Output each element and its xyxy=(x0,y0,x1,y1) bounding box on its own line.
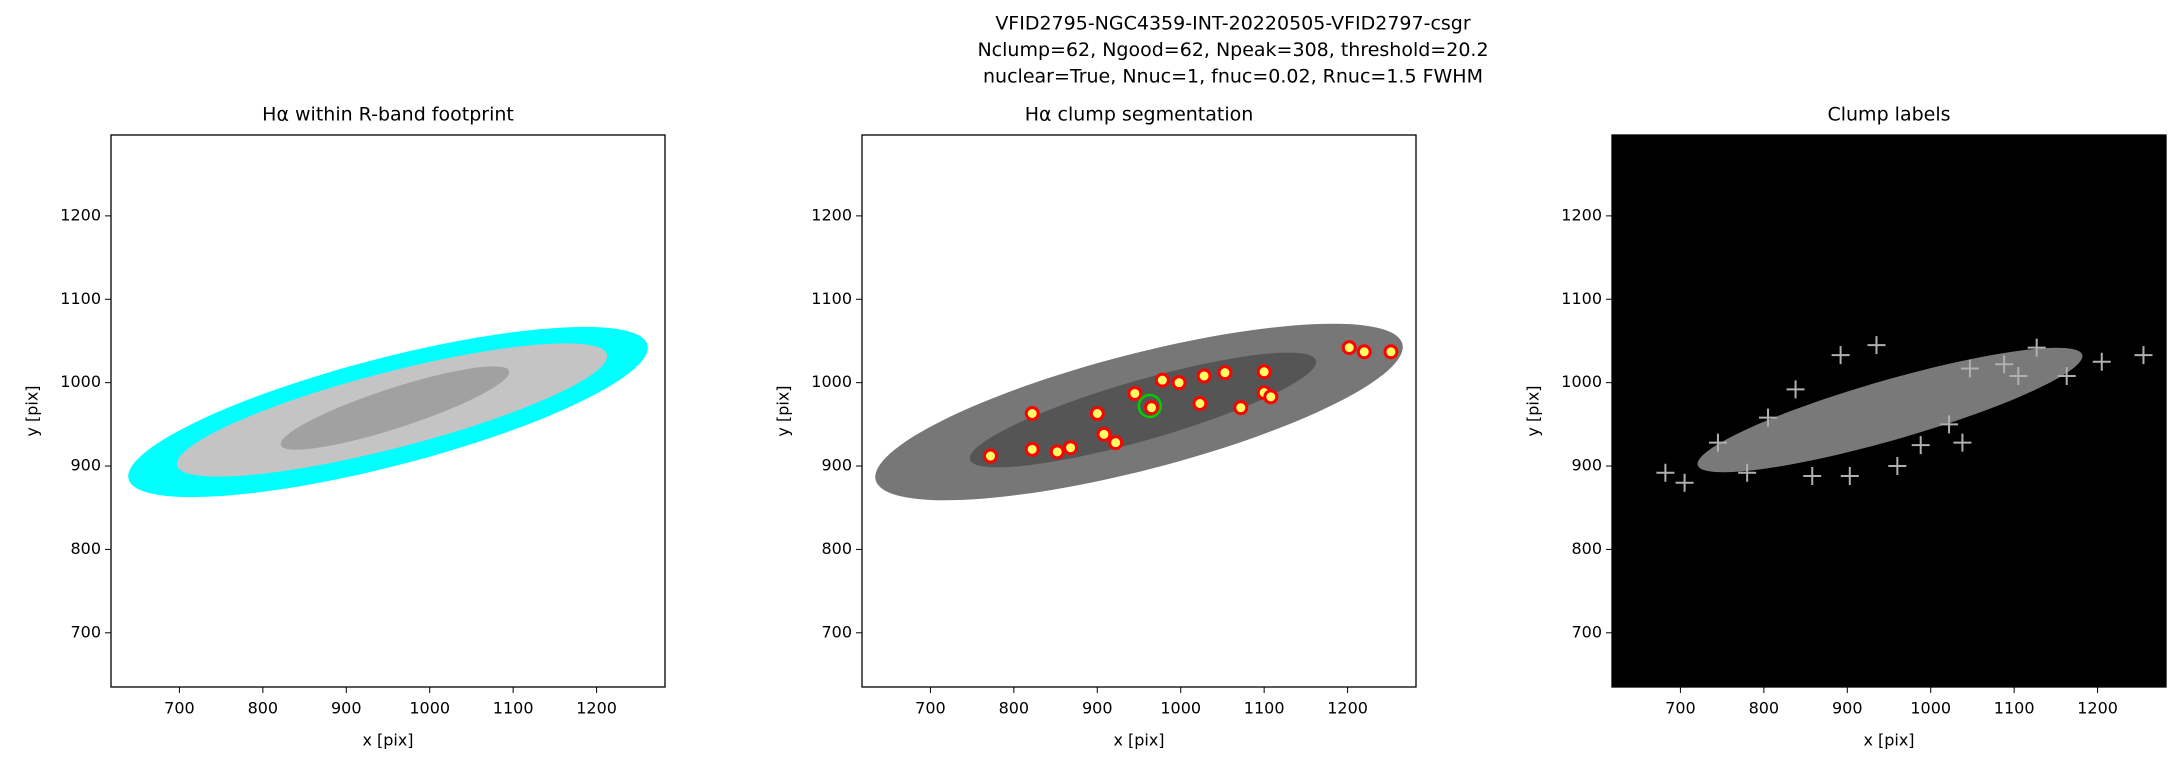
image-segmentation xyxy=(875,323,1403,501)
y-tick-label: 1100 xyxy=(60,289,101,308)
clump xyxy=(1192,395,1208,411)
clump xyxy=(1127,385,1143,401)
clump xyxy=(1049,444,1065,460)
x-tick-label: 1100 xyxy=(493,699,534,718)
panel-title: Hα clump segmentation xyxy=(1025,104,1254,126)
clump xyxy=(1356,344,1372,360)
clump-cross xyxy=(2057,366,2076,385)
clump-cross xyxy=(1786,380,1805,399)
clump-cross xyxy=(2092,352,2111,371)
y-axis-label: y [pix] xyxy=(1524,385,1543,436)
axes-frame xyxy=(861,134,1417,688)
clump xyxy=(1233,400,1249,416)
clump xyxy=(1063,440,1079,456)
x-tick-label: 1100 xyxy=(1994,699,2035,718)
clump-cross xyxy=(1656,463,1675,482)
x-tick-label: 800 xyxy=(1749,699,1780,718)
clump-cross xyxy=(1960,359,1979,378)
x-tick-label: 900 xyxy=(331,699,362,718)
x-axis-label: x [pix] xyxy=(362,731,413,750)
clump xyxy=(1154,372,1170,388)
clump xyxy=(1341,340,1357,356)
clump-cross xyxy=(1867,336,1886,355)
clump-cross xyxy=(2027,338,2046,357)
clump xyxy=(1217,365,1233,381)
x-tick-label: 1200 xyxy=(1327,699,1368,718)
clump-cross xyxy=(1831,346,1850,365)
clump-cross xyxy=(1759,408,1778,427)
y-tick-label: 1100 xyxy=(1561,289,1602,308)
y-tick-label: 900 xyxy=(821,456,852,475)
image-labels xyxy=(1612,135,2166,687)
y-tick-label: 1000 xyxy=(811,372,852,391)
y-tick-label: 700 xyxy=(70,622,101,641)
x-tick-label: 1100 xyxy=(1244,699,1285,718)
y-tick-label: 1200 xyxy=(1561,205,1602,224)
x-tick-label: 1000 xyxy=(409,699,450,718)
nucleus xyxy=(1137,393,1163,419)
y-axis-label: y [pix] xyxy=(23,385,42,436)
x-tick-label: 700 xyxy=(164,699,195,718)
clump-cross xyxy=(1940,415,1959,434)
x-tick-label: 1000 xyxy=(1910,699,1951,718)
y-tick-label: 800 xyxy=(821,539,852,558)
y-tick-label: 1200 xyxy=(60,205,101,224)
clump xyxy=(1024,406,1040,422)
axes-frame xyxy=(1611,134,2167,688)
y-tick-label: 700 xyxy=(1571,622,1602,641)
clump xyxy=(1383,344,1399,360)
clump xyxy=(1024,441,1040,457)
y-tick-label: 900 xyxy=(1571,456,1602,475)
x-tick-label: 900 xyxy=(1832,699,1863,718)
clump xyxy=(1144,400,1160,416)
clump-cross xyxy=(1953,433,1972,452)
clump-cross xyxy=(2134,346,2153,365)
x-tick-label: 700 xyxy=(1665,699,1696,718)
clump xyxy=(1196,368,1212,384)
panel-title: Clump labels xyxy=(1827,104,1950,126)
y-tick-label: 1100 xyxy=(811,289,852,308)
clump-cross xyxy=(1675,473,1694,492)
y-axis-label: y [pix] xyxy=(774,385,793,436)
clump-cross xyxy=(1995,355,2014,374)
x-tick-label: 1000 xyxy=(1160,699,1201,718)
clump xyxy=(1171,375,1187,391)
clump-cross xyxy=(1911,436,1930,455)
y-tick-label: 800 xyxy=(70,539,101,558)
x-axis-label: x [pix] xyxy=(1113,731,1164,750)
image-footprint xyxy=(128,326,648,498)
clump-cross xyxy=(1708,433,1727,452)
clump xyxy=(1256,364,1272,380)
clump xyxy=(1263,389,1279,405)
clump-cross xyxy=(2009,366,2028,385)
y-tick-label: 900 xyxy=(70,456,101,475)
suptitle: Nclump=62, Ngood=62, Npeak=308, threshol… xyxy=(977,39,1488,61)
y-tick-label: 1000 xyxy=(1561,372,1602,391)
x-axis-label: x [pix] xyxy=(1863,731,1914,750)
panel-title: Hα within R-band footprint xyxy=(262,104,514,126)
y-tick-label: 700 xyxy=(821,622,852,641)
x-tick-label: 1200 xyxy=(576,699,617,718)
x-tick-label: 900 xyxy=(1082,699,1113,718)
x-tick-label: 1200 xyxy=(2077,699,2118,718)
clump xyxy=(1108,435,1124,451)
clump-cross xyxy=(1738,463,1757,482)
x-tick-label: 700 xyxy=(915,699,946,718)
clump-cross xyxy=(1803,467,1822,486)
suptitle: nuclear=True, Nnuc=1, fnuc=0.02, Rnuc=1.… xyxy=(983,66,1483,88)
clump-cross xyxy=(1840,467,1859,486)
x-tick-label: 800 xyxy=(248,699,279,718)
y-tick-label: 800 xyxy=(1571,539,1602,558)
clump-cross xyxy=(1888,457,1907,476)
clump xyxy=(1089,406,1105,422)
y-tick-label: 1000 xyxy=(60,372,101,391)
suptitle: VFID2795-NGC4359-INT-20220505-VFID2797-c… xyxy=(995,13,1471,35)
clump xyxy=(1096,426,1112,442)
y-tick-label: 1200 xyxy=(811,205,852,224)
x-tick-label: 800 xyxy=(999,699,1030,718)
clump xyxy=(982,448,998,464)
axes-frame xyxy=(110,134,666,688)
